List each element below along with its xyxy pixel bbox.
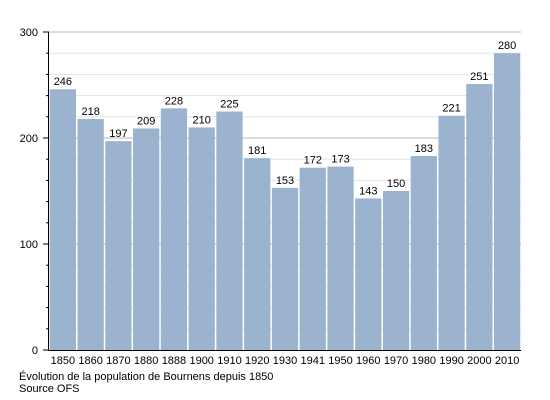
bar-1980 bbox=[410, 156, 437, 350]
bar-value-label: 197 bbox=[109, 128, 127, 140]
bar-value-label: 181 bbox=[248, 145, 266, 157]
x-tick-label: 1990 bbox=[439, 355, 463, 367]
x-tick-label: 1970 bbox=[384, 355, 408, 367]
bar-value-label: 150 bbox=[387, 178, 405, 190]
axes: 0 100 200 300 1850 1860 1870 1880 1888 1900 1910 19… bbox=[20, 27, 521, 367]
bar-1920 bbox=[244, 158, 271, 350]
bar-value-label: 153 bbox=[276, 175, 294, 187]
x-tick-label: 1888 bbox=[162, 355, 186, 367]
bar-value-label: 173 bbox=[331, 154, 349, 166]
bar-value-label: 225 bbox=[220, 99, 238, 111]
x-tick-label: 1880 bbox=[134, 355, 158, 367]
x-tick-label: 1980 bbox=[412, 355, 436, 367]
x-tick-label: 1860 bbox=[78, 355, 102, 367]
bar-1930 bbox=[271, 187, 299, 350]
x-tick-label: 1950 bbox=[328, 355, 352, 367]
bar-value-label: 210 bbox=[193, 114, 211, 126]
x-tick-label: 1910 bbox=[217, 355, 241, 367]
bar-1888 bbox=[160, 108, 188, 350]
bar-1910 bbox=[216, 111, 243, 350]
bar-1950 bbox=[327, 166, 354, 350]
x-tick-label: 2000 bbox=[467, 355, 491, 367]
bar-2000 bbox=[466, 83, 493, 350]
bar-value-label: 209 bbox=[137, 115, 155, 127]
bar-1860 bbox=[77, 118, 104, 350]
bar-2010 bbox=[493, 53, 521, 350]
x-tick-label: 2010 bbox=[495, 355, 519, 367]
x-tick-label: 1960 bbox=[356, 355, 380, 367]
bar-value-label: 251 bbox=[470, 71, 488, 83]
bar-value-label: 143 bbox=[359, 185, 377, 197]
x-tick-label: 1941 bbox=[301, 355, 325, 367]
bars bbox=[49, 53, 521, 351]
bar-value-label: 228 bbox=[165, 95, 183, 107]
bar-value-label: 221 bbox=[442, 103, 460, 115]
x-tick-label: 1870 bbox=[106, 355, 130, 367]
x-tick-label: 1850 bbox=[51, 355, 75, 367]
bar-1880 bbox=[133, 128, 160, 350]
bar-1990 bbox=[438, 115, 465, 351]
bar-value-label: 280 bbox=[498, 40, 516, 52]
bar-value-label: 172 bbox=[304, 155, 322, 167]
bar-1970 bbox=[382, 191, 410, 350]
bar-1900 bbox=[188, 127, 215, 351]
y-tick-label: 0 bbox=[32, 345, 38, 357]
bar-1960 bbox=[355, 198, 382, 350]
x-tick-label: 1930 bbox=[273, 355, 297, 367]
bar-value-label: 246 bbox=[54, 76, 72, 88]
bar-labels: 246 218 197 209 228 210 225 181 153 172 173 143 150 1… bbox=[54, 40, 517, 197]
y-tick-label: 100 bbox=[20, 239, 38, 251]
y-tick-label: 300 bbox=[20, 27, 38, 39]
y-tick-label: 200 bbox=[20, 133, 38, 145]
x-tick-label: 1900 bbox=[189, 355, 213, 367]
bar-1870 bbox=[105, 141, 132, 350]
chart-caption: Évolution de la population de Bournens d… bbox=[19, 371, 274, 383]
chart-source: Source OFS bbox=[19, 383, 80, 395]
bar-value-label: 218 bbox=[81, 106, 99, 118]
bar-1850 bbox=[49, 89, 77, 351]
x-tick-label: 1920 bbox=[245, 355, 269, 367]
bar-value-label: 183 bbox=[415, 143, 433, 155]
bar-1941 bbox=[299, 167, 326, 350]
